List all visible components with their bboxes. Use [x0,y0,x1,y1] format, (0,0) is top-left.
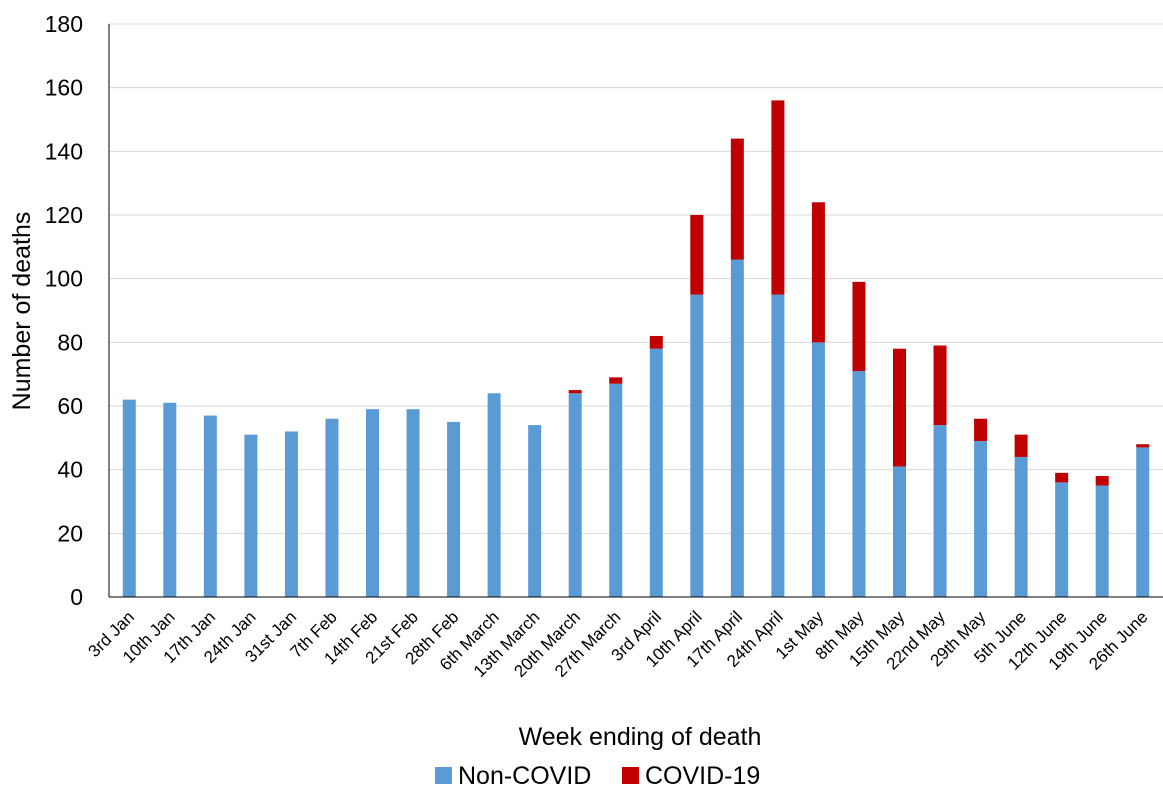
y-tick-labels: 0 20 40 60 80 100 120 140 160 180 [45,11,83,610]
bar-covid-19 [852,281,866,371]
bar-non-covid [528,425,542,597]
bar-non-covid [284,431,298,597]
y-tick-label: 80 [57,329,83,355]
bar-non-covid [1014,456,1028,597]
bar-non-covid [730,259,744,597]
y-axis-title: Number of deaths [8,212,36,411]
y-tick-label: 20 [57,520,83,546]
legend-swatch-covid-19 [622,767,639,784]
bar-covid-19 [974,418,988,442]
bar-covid-19 [811,202,825,343]
bar-non-covid [1055,482,1069,597]
bar-covid-19 [1136,444,1150,448]
bar-non-covid [406,409,420,597]
bar-non-covid [1136,447,1150,597]
bar-covid-19 [893,348,906,467]
y-tick-label: 40 [57,457,83,483]
bar-covid-19 [649,335,663,349]
bar-covid-19 [771,100,785,295]
bar-covid-19 [568,390,582,394]
y-tick-label: 160 [45,75,83,101]
y-tick-label: 100 [45,266,83,292]
bar-non-covid [811,342,825,597]
bar-non-covid [852,370,866,597]
bars [122,100,1150,597]
y-tick-label: 60 [57,393,83,419]
bar-non-covid [163,402,177,597]
y-tick-label: 120 [45,202,83,228]
x-axis-title: Week ending of death [519,723,762,751]
bar-covid-19 [1014,434,1028,457]
gridlines [109,23,1163,534]
bar-non-covid [771,294,785,597]
bar-covid-19 [730,138,744,260]
y-tick-label: 0 [70,584,83,610]
legend-label-non-covid: Non-COVID [458,762,591,790]
legend: Non-COVID COVID-19 [435,762,760,790]
legend-label-covid-19: COVID-19 [645,762,760,790]
bar-non-covid [1095,485,1109,597]
bar-non-covid [203,415,217,597]
bar-non-covid [690,294,704,597]
bar-non-covid [568,393,582,597]
bar-covid-19 [933,345,947,426]
y-tick-label: 140 [45,138,83,164]
bar-non-covid [487,393,501,597]
bar-non-covid [325,418,339,597]
bar-non-covid [933,425,947,597]
bar-covid-19 [609,377,623,384]
bar-covid-19 [1095,476,1109,486]
bar-covid-19 [1055,472,1069,483]
bar-non-covid [366,409,379,597]
y-tick-label: 180 [45,11,83,37]
bar-non-covid [609,383,623,597]
bar-non-covid [893,466,906,597]
bar-non-covid [447,421,461,597]
bar-covid-19 [690,215,704,295]
bar-non-covid [649,348,663,597]
bar-non-covid [244,434,258,597]
legend-swatch-non-covid [435,767,452,784]
bar-non-covid [974,441,988,597]
bar-non-covid [122,399,136,597]
